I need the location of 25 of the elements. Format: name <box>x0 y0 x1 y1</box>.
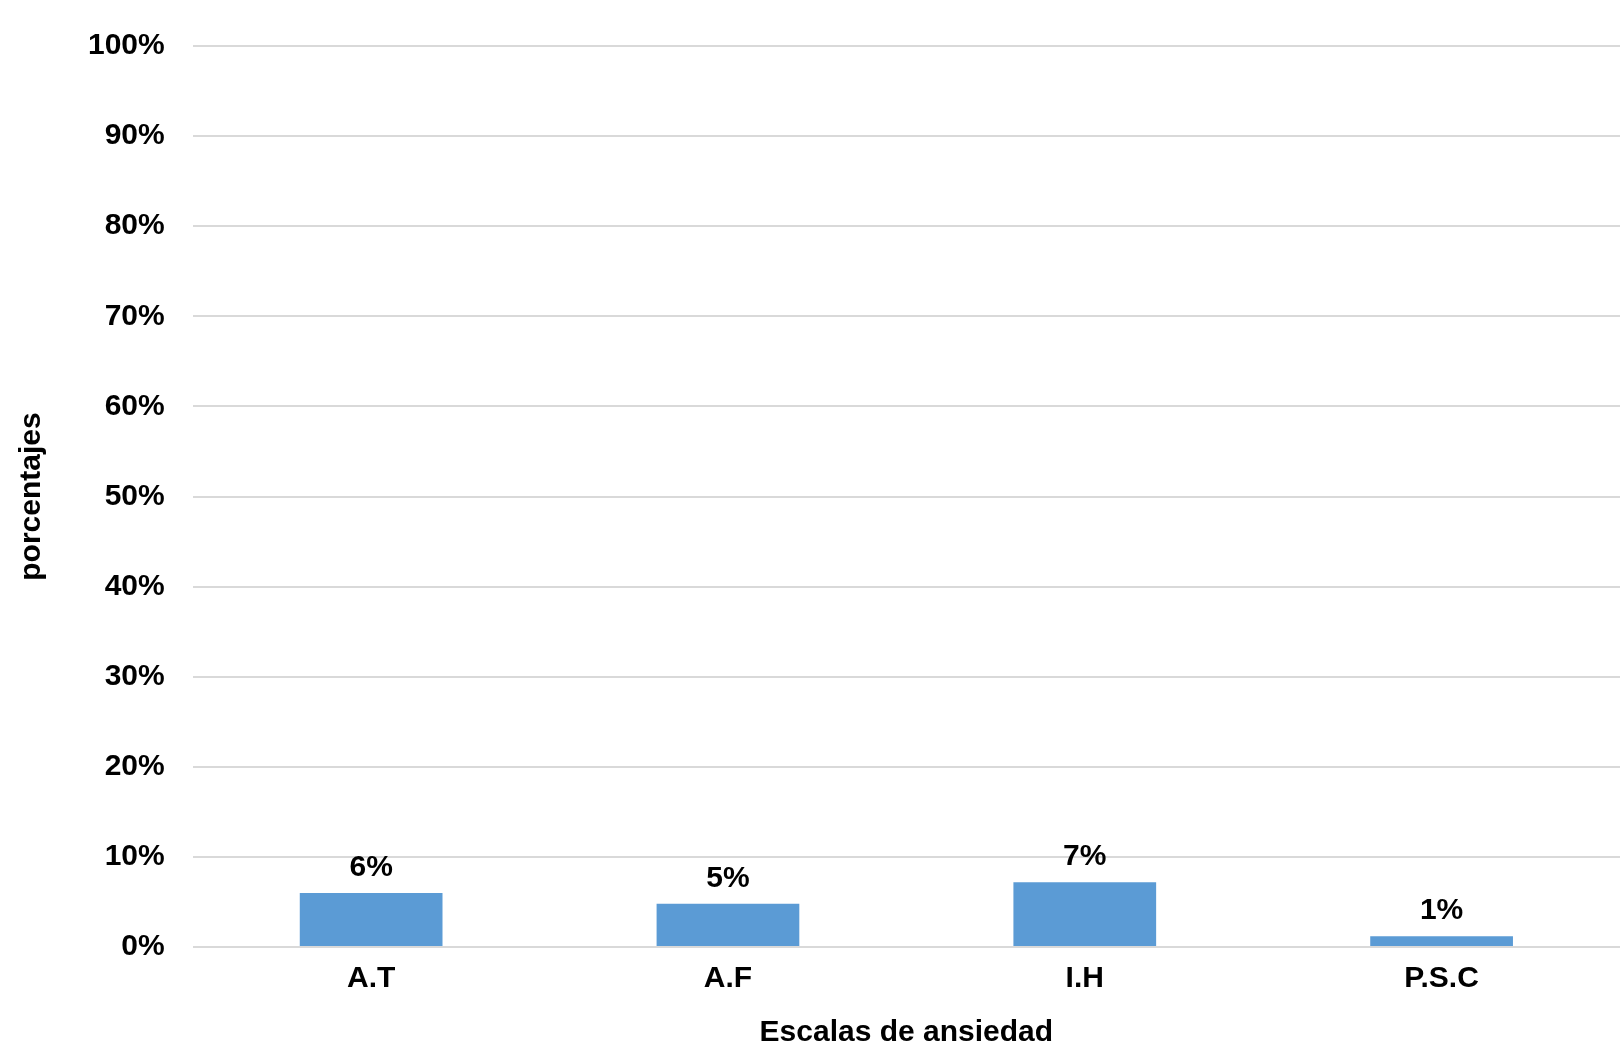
y-tick-label: 100% <box>87 27 165 61</box>
x-tick-label: I.H <box>1065 960 1104 994</box>
y-tick-label: 80% <box>104 207 165 241</box>
data-label: 5% <box>706 860 750 894</box>
bar <box>1370 936 1513 946</box>
y-tick-label: 50% <box>104 477 165 511</box>
y-tick-label: 30% <box>104 657 165 691</box>
data-label: 1% <box>1419 892 1464 926</box>
y-tick-label: 20% <box>104 748 165 782</box>
bar <box>1013 882 1157 946</box>
y-tick-label: 40% <box>104 567 165 601</box>
y-tick-label: 70% <box>104 297 165 331</box>
x-tick-label: A.F <box>703 960 753 994</box>
y-axis-title: porcentajes <box>13 412 47 581</box>
y-tick-label: 10% <box>104 838 165 872</box>
x-tick-label: P.S.C <box>1404 960 1479 994</box>
data-label: 7% <box>1063 838 1107 872</box>
y-tick-label: 60% <box>104 387 165 421</box>
data-label: 6% <box>349 849 393 883</box>
x-tick-label: A.T <box>346 960 396 994</box>
bar <box>299 892 443 946</box>
bar <box>656 903 800 946</box>
y-tick-label: 90% <box>104 117 165 151</box>
y-tick-label: 0% <box>121 928 165 962</box>
x-axis-title: Escalas de ansiedad <box>759 1014 1054 1048</box>
